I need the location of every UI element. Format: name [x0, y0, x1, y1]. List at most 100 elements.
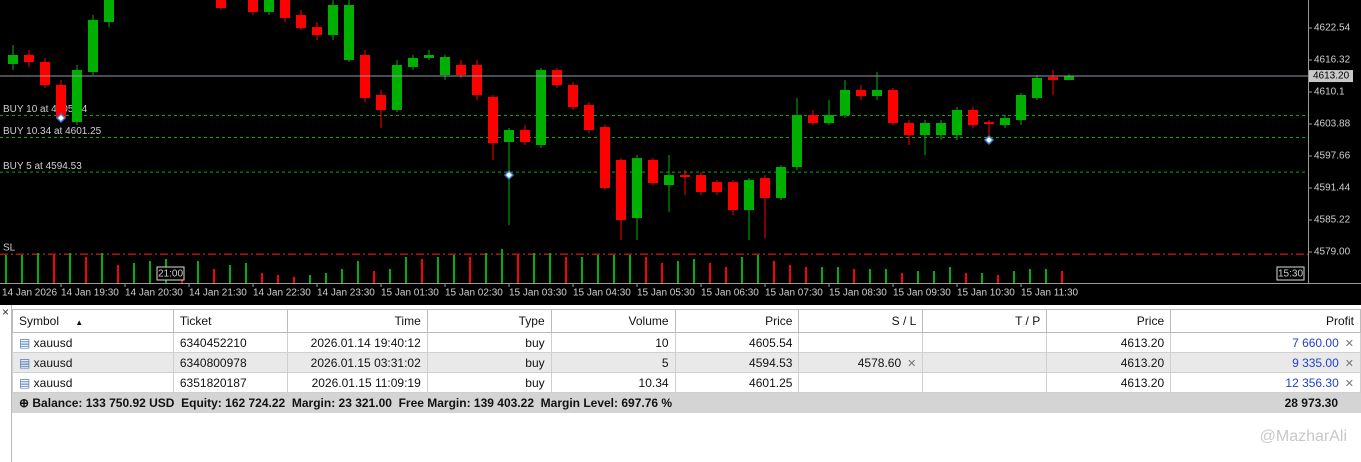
cell-text: 4613.20: [1120, 335, 1165, 350]
candle-body: [280, 0, 290, 19]
order-label: BUY 10 at 4605.54: [3, 104, 88, 115]
cell-text: 12 356.30: [1285, 375, 1339, 390]
cell-text: 2026.01.15 11:09:19: [311, 375, 421, 390]
column-title: Ticket: [179, 314, 212, 328]
candle-body: [568, 85, 578, 108]
candle-body: [440, 57, 450, 76]
cell: 9 335.00 ✕: [1170, 352, 1361, 373]
column-header[interactable]: Symbol ▲: [12, 309, 174, 333]
trade-row[interactable]: ▤ xauusd 6340800978 2026.01.15 03:31:02 buy…: [12, 352, 1361, 373]
volume-bar: [533, 253, 535, 283]
candle-body: [424, 55, 434, 58]
y-tick-label: 4603.88: [1314, 119, 1351, 130]
cell: 10.34: [550, 372, 676, 393]
cell-text: buy: [525, 375, 545, 390]
column-header[interactable]: Price: [1046, 309, 1172, 333]
candle-body: [792, 115, 802, 168]
volume-bar: [949, 267, 951, 283]
candle-body: [952, 110, 962, 136]
column-header[interactable]: T / P: [922, 309, 1048, 333]
volume-bar: [1013, 271, 1015, 283]
volume-bar: [85, 257, 87, 283]
volume-bar: [997, 275, 999, 283]
candle-body: [808, 115, 818, 124]
column-title: Time: [394, 314, 421, 328]
cell: 4601.25: [674, 372, 800, 393]
volume-bar: [69, 253, 71, 283]
column-header[interactable]: Type: [426, 309, 552, 333]
candle-body: [680, 175, 690, 178]
y-tick-label: 4591.44: [1314, 183, 1351, 194]
cell: buy: [426, 332, 552, 353]
volume-bar: [565, 257, 567, 283]
cell-text: 4613.20: [1120, 375, 1165, 390]
close-button[interactable]: ✕: [1344, 337, 1354, 350]
volume-bar: [37, 253, 39, 283]
volume-bar: [21, 255, 23, 283]
column-header[interactable]: S / L: [798, 309, 924, 333]
volume-bar: [53, 255, 55, 283]
candle-body: [648, 160, 658, 184]
candle-body: [1064, 76, 1074, 81]
column-header[interactable]: Price: [674, 309, 800, 333]
close-strip[interactable]: ×: [0, 305, 12, 462]
volume-bar: [645, 257, 647, 283]
candle-body: [312, 27, 322, 35]
candle-body: [40, 62, 50, 86]
close-button[interactable]: ✕: [1344, 377, 1354, 390]
cell-text: 5: [661, 355, 669, 370]
time-marker: 21:00: [158, 269, 183, 280]
total-profit-text: 28 973.30: [1284, 395, 1338, 410]
cell-text: 7 660.00: [1292, 335, 1339, 350]
column-header[interactable]: Profit: [1170, 309, 1361, 333]
candle-body: [968, 110, 978, 126]
column-title: S / L: [891, 314, 917, 328]
cell: 10: [550, 332, 676, 353]
volume-bar: [101, 253, 103, 283]
current-price-box: [1309, 70, 1353, 83]
cell: 5: [550, 352, 676, 373]
cell: 4605.54: [674, 332, 800, 353]
candle-body: [328, 4, 338, 35]
x-tick-label: 14 Jan 22:30: [253, 288, 311, 299]
cell: 2026.01.14 19:40:12: [286, 332, 428, 353]
candle-body: [8, 55, 18, 65]
volume-bar: [149, 261, 151, 283]
volume-bar: [197, 261, 199, 283]
volume-bar: [581, 257, 583, 283]
volume-bar: [725, 267, 727, 283]
candle-body: [728, 182, 738, 211]
candle-body: [472, 64, 482, 95]
volume-bar: [229, 265, 231, 283]
close-button[interactable]: ✕: [1344, 357, 1354, 370]
volume-bar: [613, 255, 615, 283]
close-button[interactable]: ✕: [907, 357, 917, 370]
candle-body: [104, 0, 114, 23]
volume-bar: [837, 267, 839, 283]
candle-body: [88, 20, 98, 73]
candle-body: [456, 64, 466, 76]
y-tick-label: 4616.32: [1314, 55, 1351, 66]
column-header[interactable]: Ticket: [172, 309, 288, 333]
candle-body: [520, 130, 530, 143]
y-tick-label: 4622.54: [1314, 23, 1351, 34]
volume-bar: [437, 257, 439, 283]
cell-text: 4578.60: [857, 355, 902, 370]
summary: ⊕ Balance: 133 750.92 USD Equity: 162 72…: [11, 392, 1172, 413]
volume-bar: [741, 257, 743, 283]
volume-bar: [709, 263, 711, 283]
candle-body: [248, 0, 258, 12]
trade-row[interactable]: ▤ xauusd 6340452210 2026.01.14 19:40:12 buy…: [12, 332, 1361, 353]
x-tick-label: 15 Jan 02:30: [445, 288, 503, 299]
column-header[interactable]: Time: [286, 309, 428, 333]
start-label: 14 Jan 2026: [2, 288, 57, 299]
cell: [922, 372, 1048, 393]
total-profit: 28 973.30: [1170, 392, 1361, 413]
column-header[interactable]: Volume: [550, 309, 676, 333]
y-tick-label: 4579.00: [1314, 247, 1351, 258]
cell-text: 6340800978: [179, 355, 247, 370]
candle-body: [504, 130, 514, 143]
trade-row[interactable]: ▤ xauusd 6351820187 2026.01.15 11:09:19 buy…: [12, 372, 1361, 393]
cell: 2026.01.15 03:31:02: [286, 352, 428, 373]
x-tick-label: 15 Jan 05:30: [637, 288, 695, 299]
